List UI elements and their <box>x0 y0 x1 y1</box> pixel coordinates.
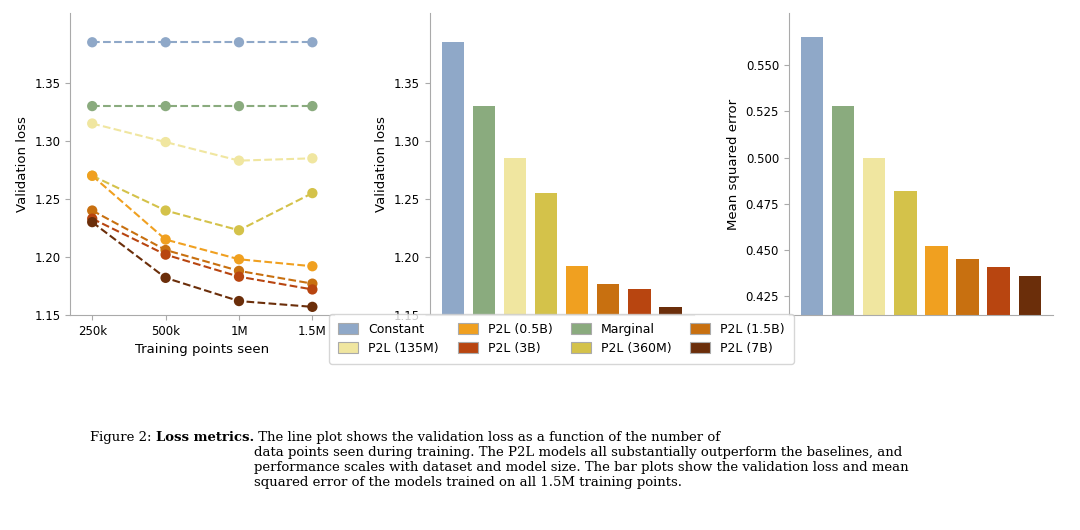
Bar <box>894 191 917 530</box>
Bar <box>832 106 854 530</box>
Bar <box>566 266 589 530</box>
Bar <box>987 267 1010 530</box>
Point <box>303 285 321 294</box>
Point <box>303 262 321 270</box>
Bar <box>926 246 947 530</box>
Point <box>157 138 174 146</box>
Point <box>83 206 100 215</box>
Point <box>303 303 321 311</box>
Text: The line plot shows the validation loss as a function of the number of
data poin: The line plot shows the validation loss … <box>254 430 908 489</box>
Point <box>230 38 247 47</box>
Bar <box>473 106 495 530</box>
Point <box>303 189 321 197</box>
Bar <box>597 284 620 530</box>
X-axis label: Training points seen: Training points seen <box>135 343 269 356</box>
Bar <box>535 193 557 530</box>
Point <box>83 172 100 180</box>
Point <box>83 215 100 223</box>
Bar <box>1018 276 1041 530</box>
Y-axis label: Validation loss: Validation loss <box>375 116 388 212</box>
Point <box>157 250 174 259</box>
Point <box>230 156 247 165</box>
Point <box>157 246 174 254</box>
Bar <box>503 158 526 530</box>
Bar <box>629 289 650 530</box>
Point <box>83 38 100 47</box>
Text: Figure 2:: Figure 2: <box>90 430 156 444</box>
Point <box>157 102 174 110</box>
Point <box>230 272 247 281</box>
Point <box>303 38 321 47</box>
Bar <box>957 260 978 530</box>
Text: Loss metrics.: Loss metrics. <box>156 430 254 444</box>
Point <box>303 154 321 163</box>
Point <box>230 297 247 305</box>
Point <box>230 102 247 110</box>
Point <box>83 102 100 110</box>
Point <box>157 206 174 215</box>
Point <box>83 172 100 180</box>
Point <box>157 273 174 282</box>
Point <box>230 255 247 263</box>
Point <box>303 279 321 288</box>
Point <box>157 38 174 47</box>
Bar <box>863 157 886 530</box>
Point <box>230 226 247 234</box>
Point <box>83 119 100 128</box>
Bar <box>800 37 823 530</box>
Point <box>83 218 100 226</box>
Legend: Constant, P2L (135M), P2L (0.5B), P2L (3B), Marginal, P2L (360M), P2L (1.5B), P2: Constant, P2L (135M), P2L (0.5B), P2L (3… <box>329 314 794 364</box>
Point <box>230 267 247 275</box>
Bar <box>442 42 464 530</box>
Bar <box>659 307 681 530</box>
Y-axis label: Validation loss: Validation loss <box>16 116 29 212</box>
Point <box>303 102 321 110</box>
Point <box>157 235 174 244</box>
Y-axis label: Mean squared error: Mean squared error <box>727 99 740 229</box>
